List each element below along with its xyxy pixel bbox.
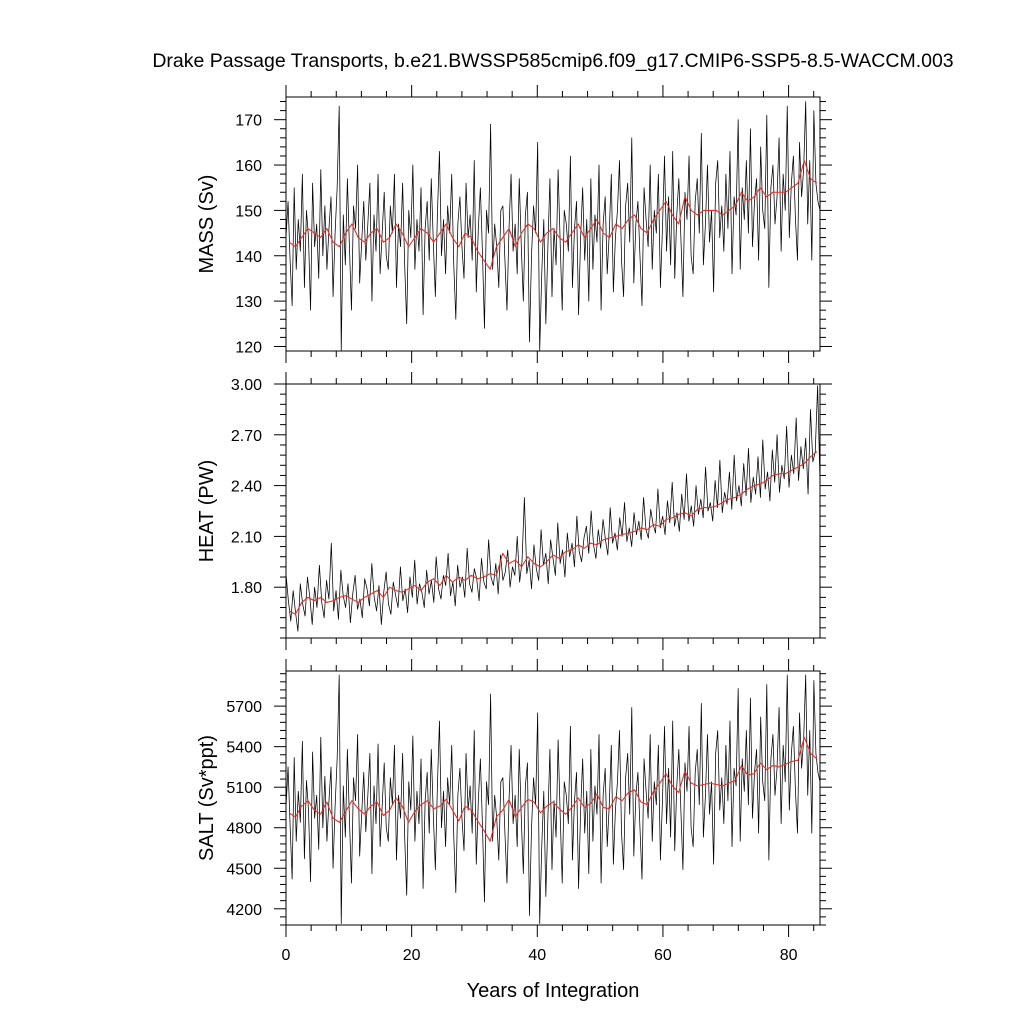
panel-3: 4200 4500 4800 5100 5400 5700 SALT (Sv*ppt) 0 20… xyxy=(196,659,832,964)
x-tick-label: 0 xyxy=(282,947,291,964)
panel-2: 1.80 2.10 2.40 2.70 3.00 HEAT (PW) xyxy=(196,372,832,650)
y-tick-label: 170 xyxy=(235,113,262,130)
y-tick-label: 5700 xyxy=(226,699,262,716)
annual-mean-line xyxy=(288,736,818,842)
y-tick-label: 2.70 xyxy=(231,428,262,445)
monthly-series-line xyxy=(286,101,820,351)
y-tick-label: 160 xyxy=(235,158,262,175)
annual-mean-line xyxy=(288,159,818,270)
plot-frame xyxy=(285,96,821,352)
y-tick-label: 5100 xyxy=(226,780,262,797)
y-axis-label: HEAT (PW) xyxy=(196,460,218,563)
annual-mean-line xyxy=(288,451,818,615)
y-tick-label: 4800 xyxy=(226,821,262,838)
y-axis-label: SALT (Sv*ppt) xyxy=(196,735,218,861)
y-tick-label: 2.10 xyxy=(231,529,262,546)
y-tick-label: 5400 xyxy=(226,740,262,757)
plot-frame xyxy=(285,670,821,926)
chart-panels: 120 130 140 150 160 170 MASS (Sv) 1.80 2.10 2.40 2… xyxy=(196,85,832,964)
monthly-series-line xyxy=(286,385,820,632)
y-tick-label: 130 xyxy=(235,294,262,311)
x-tick-label: 80 xyxy=(780,947,798,964)
y-tick-label: 4500 xyxy=(226,861,262,878)
x-tick-label: 40 xyxy=(528,947,546,964)
y-tick-label: 3.00 xyxy=(231,377,262,394)
y-axis-label: MASS (Sv) xyxy=(196,175,218,274)
x-tick-label: 20 xyxy=(403,947,421,964)
figure-title: Drake Passage Transports, b.e21.BWSSP585… xyxy=(152,50,953,72)
panel-1: 120 130 140 150 160 170 MASS (Sv) xyxy=(196,85,832,363)
monthly-series-line xyxy=(286,674,820,925)
y-tick-label: 150 xyxy=(235,203,262,220)
y-tick-label: 4200 xyxy=(226,902,262,919)
x-tick-label: 60 xyxy=(654,947,672,964)
plot-frame xyxy=(285,383,821,639)
y-tick-label: 120 xyxy=(235,339,262,356)
x-axis-label: Years of Integration xyxy=(467,980,640,1002)
y-tick-label: 140 xyxy=(235,249,262,266)
y-tick-label: 1.80 xyxy=(231,580,262,597)
y-tick-label: 2.40 xyxy=(231,479,262,496)
